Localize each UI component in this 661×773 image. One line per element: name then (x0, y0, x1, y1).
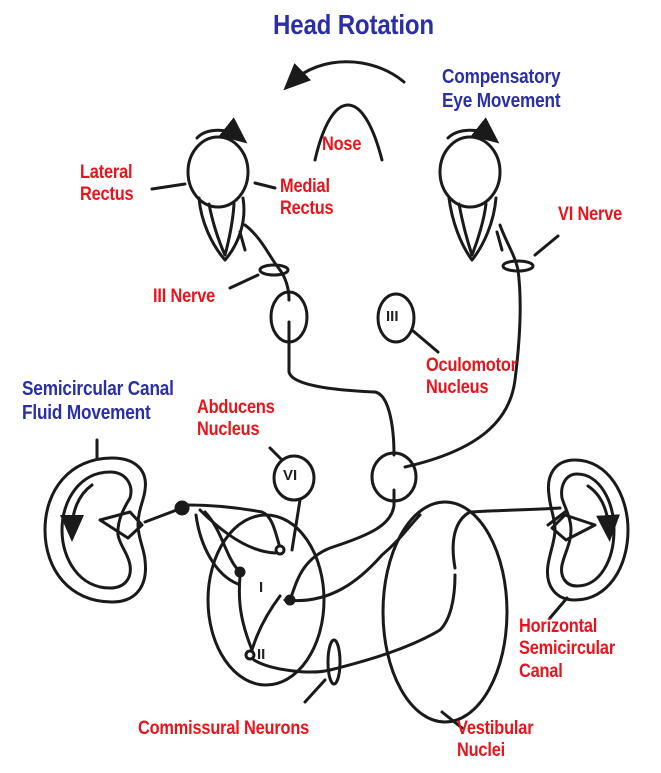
vestibular-line-2: Nuclei (457, 740, 506, 762)
right-vestibular-nucleus (381, 500, 509, 724)
right-eye (438, 117, 504, 262)
iii-nerve-ring (258, 263, 290, 277)
semicircular-fluid-label: Semicircular Canal Fluid Movement (22, 378, 174, 425)
abducens-numeral: VI (283, 467, 298, 484)
left-vestibular-nucleus (206, 513, 326, 687)
vestibular-ganglion-dot (174, 500, 190, 516)
lateral-rectus-line-2: Rectus (80, 184, 134, 206)
abducens-line-2: Nucleus (197, 419, 260, 441)
iii-nerve-label: III Nerve (153, 286, 216, 307)
compensatory-line-1: Compensatory (442, 66, 561, 88)
nose-label: Nose (322, 134, 362, 155)
left-eye (186, 117, 250, 262)
horizontal-line-1: Horizontal (519, 616, 598, 637)
semicircular-fluid-line-2: Fluid Movement (22, 401, 151, 424)
head-rotation-arrow (283, 60, 406, 91)
semicircular-fluid-line-1: Semicircular Canal (22, 378, 174, 400)
nose-outline (313, 103, 384, 162)
compensatory-eye-movement-label: Compensatory Eye Movement (442, 66, 561, 113)
horizontal-line-3: Canal (519, 660, 563, 682)
commissural-connector (326, 638, 342, 686)
oculomotor-nucleus-circle (376, 292, 416, 344)
neuron-ii-numeral: II (257, 646, 266, 663)
compensatory-line-2: Eye Movement (442, 89, 561, 112)
abducens-nucleus-label: Abducens Nucleus (197, 397, 275, 442)
commissural-neurons-label: Commissural Neurons (138, 718, 310, 739)
oculomotor-numeral: III (386, 308, 399, 325)
vi-nerve-ring (501, 259, 535, 273)
lateral-rectus-line-1: Lateral (80, 162, 133, 183)
abducens-nucleus-circle (272, 454, 316, 502)
medial-rectus-line-2: Rectus (280, 198, 334, 220)
abducens-interneuron-fiber (287, 320, 396, 457)
vi-nerve-fiber (403, 223, 522, 469)
oculomotor-line-1: Oculomotor (426, 355, 517, 376)
horizontal-line-2: Semicircular (519, 638, 616, 660)
right-semicircular-canal (545, 458, 630, 620)
horizontal-canal-label: Horizontal Semicircular Canal (519, 616, 615, 683)
medial-rectus-label: Medial Rectus (280, 176, 334, 221)
oculomotor-line-2: Nucleus (426, 377, 489, 399)
iii-nerve-fiber (243, 223, 291, 302)
medial-rectus-line-1: Medial (280, 176, 330, 197)
abducens-line-1: Abducens (197, 397, 275, 418)
vestibular-line-1: Vestibular (457, 718, 534, 739)
left-semicircular-canal (43, 438, 184, 604)
neuron-i-numeral: I (259, 579, 264, 596)
oculomotor-nucleus-label: Oculomotor Nucleus (426, 355, 517, 400)
vestibular-nuclei-label: Vestibular Nuclei (457, 718, 534, 763)
vi-nerve-label: VI Nerve (558, 204, 623, 225)
lateral-rectus-label: Lateral Rectus (80, 162, 134, 207)
diagram-title: Head Rotation (273, 9, 434, 40)
